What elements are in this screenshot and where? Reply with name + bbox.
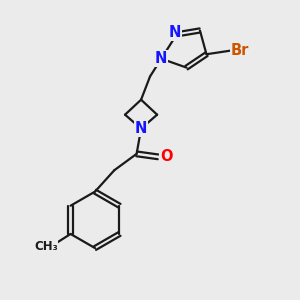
Text: Br: Br bbox=[231, 43, 249, 58]
Text: N: N bbox=[155, 51, 167, 66]
Text: N: N bbox=[135, 121, 147, 136]
Text: CH₃: CH₃ bbox=[34, 240, 58, 253]
Text: N: N bbox=[169, 25, 182, 40]
Text: O: O bbox=[160, 149, 172, 164]
